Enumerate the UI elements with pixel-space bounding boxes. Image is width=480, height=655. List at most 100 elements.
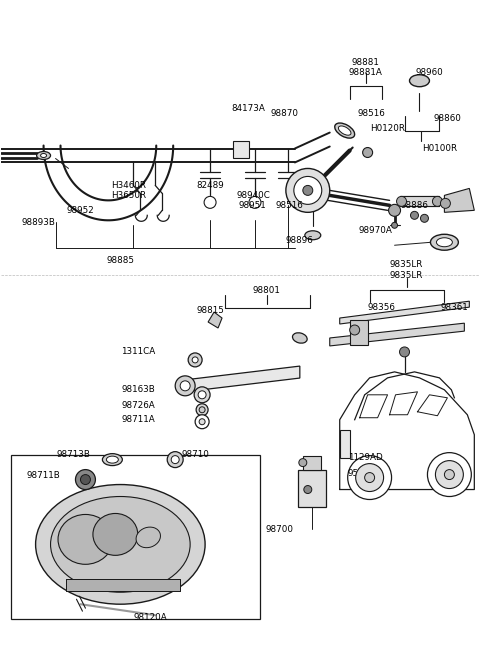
Ellipse shape xyxy=(292,333,307,343)
Circle shape xyxy=(167,452,183,468)
Circle shape xyxy=(365,472,374,483)
Circle shape xyxy=(299,458,307,466)
Text: 98881
98881A: 98881 98881A xyxy=(348,58,383,77)
Text: 98361: 98361 xyxy=(441,303,468,312)
Text: 98896: 98896 xyxy=(286,236,314,245)
Polygon shape xyxy=(330,323,464,346)
Polygon shape xyxy=(65,579,180,591)
Polygon shape xyxy=(444,189,474,212)
Ellipse shape xyxy=(93,514,138,555)
Text: 1129AD: 1129AD xyxy=(348,453,383,462)
Circle shape xyxy=(171,456,179,464)
Text: 98951: 98951 xyxy=(238,201,266,210)
Circle shape xyxy=(363,147,372,157)
Polygon shape xyxy=(185,366,300,392)
Text: 9835LR
9835LR: 9835LR 9835LR xyxy=(390,261,423,280)
Circle shape xyxy=(392,222,397,229)
Circle shape xyxy=(399,347,409,357)
Ellipse shape xyxy=(305,231,321,240)
Circle shape xyxy=(348,456,392,500)
Circle shape xyxy=(410,212,419,219)
Text: 98711A: 98711A xyxy=(121,415,155,424)
Circle shape xyxy=(192,357,198,363)
Circle shape xyxy=(420,214,429,222)
Circle shape xyxy=(194,387,210,403)
Text: 98893B: 98893B xyxy=(22,218,56,227)
Text: 98516: 98516 xyxy=(358,109,385,118)
Text: 1311CA: 1311CA xyxy=(121,347,155,356)
Circle shape xyxy=(204,196,216,208)
Text: H0100R: H0100R xyxy=(422,144,457,153)
Circle shape xyxy=(286,168,330,212)
Text: 98970A: 98970A xyxy=(359,226,393,234)
Text: 98885: 98885 xyxy=(107,255,134,265)
Polygon shape xyxy=(340,301,469,324)
Circle shape xyxy=(175,376,195,396)
Circle shape xyxy=(294,176,322,204)
Circle shape xyxy=(75,470,96,489)
Circle shape xyxy=(303,185,313,195)
Ellipse shape xyxy=(136,527,160,548)
Bar xyxy=(303,456,321,470)
Text: 98356: 98356 xyxy=(368,303,396,312)
Text: 98713B: 98713B xyxy=(57,450,90,459)
Text: H3460R
H3650R: H3460R H3650R xyxy=(111,181,146,200)
Bar xyxy=(65,579,180,591)
Polygon shape xyxy=(208,312,222,328)
Ellipse shape xyxy=(107,456,119,463)
Bar xyxy=(340,430,350,458)
Text: 98726A: 98726A xyxy=(121,402,155,410)
Ellipse shape xyxy=(431,234,458,250)
Circle shape xyxy=(432,196,443,206)
Circle shape xyxy=(198,391,206,399)
Circle shape xyxy=(304,485,312,493)
Circle shape xyxy=(188,353,202,367)
Circle shape xyxy=(195,415,209,429)
Text: 98516: 98516 xyxy=(276,201,304,210)
Text: 98700: 98700 xyxy=(266,525,294,534)
Circle shape xyxy=(444,470,455,479)
Text: 98163B: 98163B xyxy=(121,385,155,394)
Text: 98711B: 98711B xyxy=(27,471,60,480)
Circle shape xyxy=(81,475,90,485)
Text: 98870: 98870 xyxy=(271,109,299,118)
Text: 98886: 98886 xyxy=(400,201,429,210)
Circle shape xyxy=(180,381,190,391)
Ellipse shape xyxy=(338,126,351,135)
Circle shape xyxy=(396,196,407,206)
Ellipse shape xyxy=(335,123,355,138)
Bar xyxy=(350,320,368,345)
Ellipse shape xyxy=(41,153,47,157)
Text: 84173A: 84173A xyxy=(231,104,265,113)
Circle shape xyxy=(196,403,208,416)
Ellipse shape xyxy=(36,151,50,159)
Circle shape xyxy=(199,419,205,424)
Bar xyxy=(399,196,439,206)
Text: H0120R: H0120R xyxy=(370,124,405,133)
Ellipse shape xyxy=(102,454,122,466)
Circle shape xyxy=(249,196,261,208)
Text: 98710: 98710 xyxy=(181,450,209,459)
Text: 98815: 98815 xyxy=(196,305,224,314)
Text: 98801: 98801 xyxy=(253,286,281,295)
Circle shape xyxy=(428,453,471,496)
Bar xyxy=(298,470,326,508)
Circle shape xyxy=(435,460,463,489)
Circle shape xyxy=(199,407,205,413)
Circle shape xyxy=(356,464,384,491)
Bar xyxy=(11,455,260,619)
Text: 95420: 95420 xyxy=(348,469,375,478)
Ellipse shape xyxy=(436,238,452,247)
Bar xyxy=(233,141,249,159)
Text: 98120A: 98120A xyxy=(133,612,167,622)
Text: 98940C: 98940C xyxy=(236,191,270,200)
Text: 98952: 98952 xyxy=(67,206,95,215)
Ellipse shape xyxy=(36,485,205,604)
Text: 98860: 98860 xyxy=(433,114,461,123)
Circle shape xyxy=(389,204,400,216)
Ellipse shape xyxy=(409,75,430,86)
Circle shape xyxy=(441,198,450,208)
Text: 82489: 82489 xyxy=(196,181,224,190)
Ellipse shape xyxy=(50,496,190,592)
Text: 98960: 98960 xyxy=(416,68,444,77)
